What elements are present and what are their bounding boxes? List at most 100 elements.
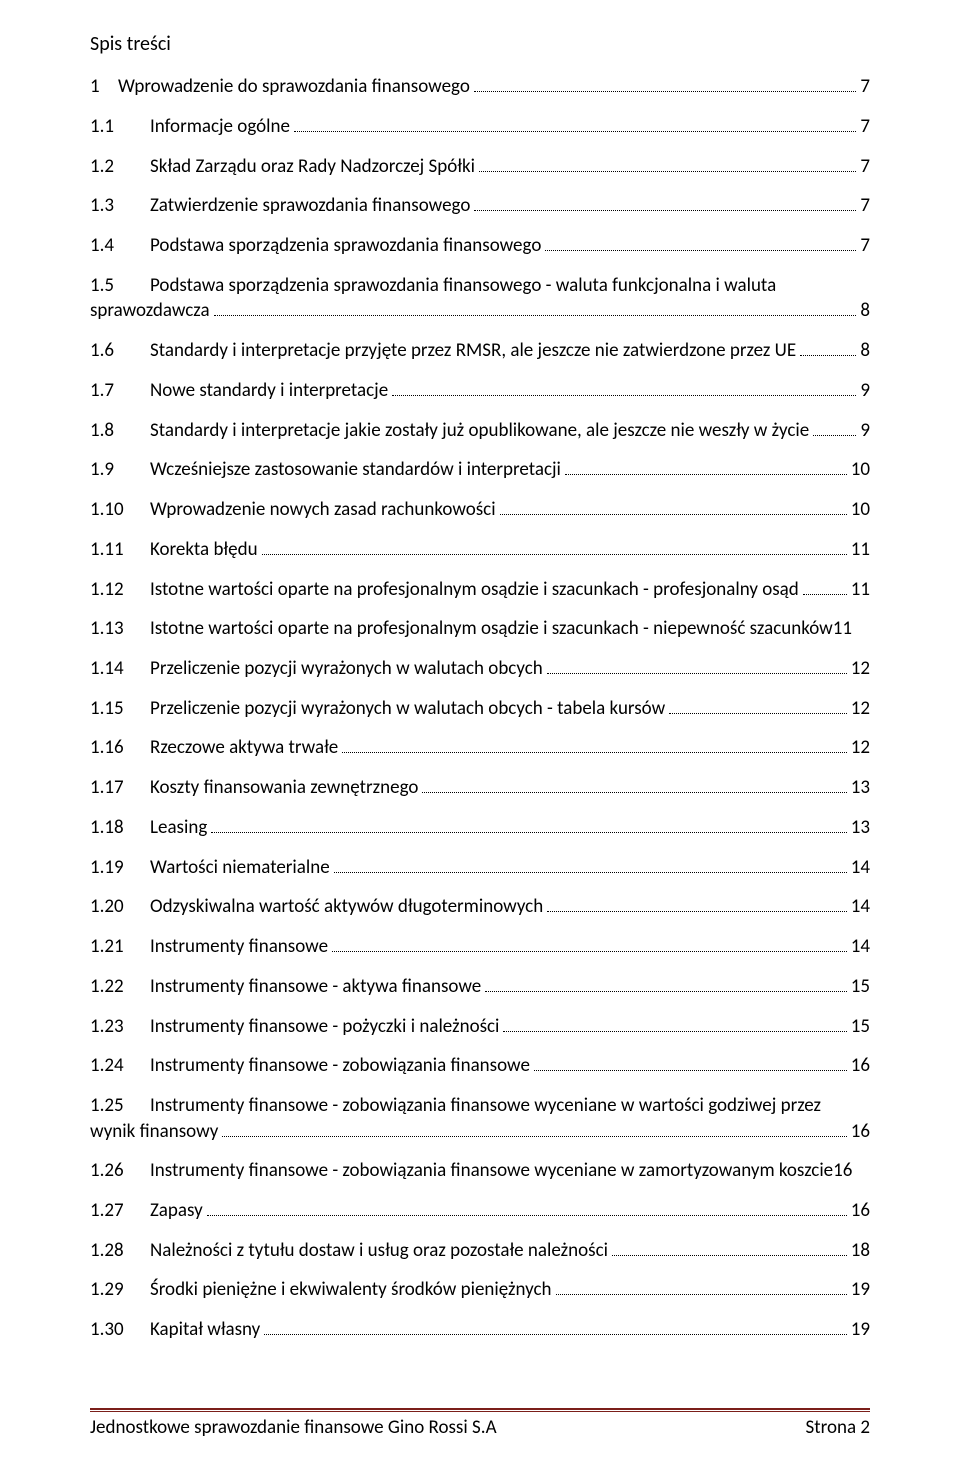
toc-row: 1.3Zatwierdzenie sprawozdania finansoweg… xyxy=(90,193,870,219)
toc-number: 1.22 xyxy=(90,974,150,1000)
toc-number: 1.17 xyxy=(90,775,150,801)
toc-number: 1.20 xyxy=(90,894,150,920)
toc-page: 18 xyxy=(851,1238,870,1264)
toc-number: 1.18 xyxy=(90,815,150,841)
toc-page: 13 xyxy=(851,815,870,841)
toc-row: 1.11Korekta błędu11 xyxy=(90,537,870,563)
page: Spis treści 1Wprowadzenie do sprawozdani… xyxy=(0,0,960,1483)
toc-text: Wcześniejsze zastosowanie standardów i i… xyxy=(150,457,561,483)
toc-number: 1.9 xyxy=(90,457,150,483)
toc-leader xyxy=(545,233,856,251)
toc-row: 1.23Instrumenty finansowe - pożyczki i n… xyxy=(90,1013,870,1039)
toc-list: 1Wprowadzenie do sprawozdania finansoweg… xyxy=(90,74,870,1343)
toc-row: 1.20Odzyskiwalna wartość aktywów długote… xyxy=(90,894,870,920)
toc-row: 1.7Nowe standardy i interpretacje9 xyxy=(90,378,870,404)
toc-text: Należności z tytułu dostaw i usług oraz … xyxy=(150,1238,608,1264)
toc-number: 1.2 xyxy=(90,154,150,180)
toc-number: 1.19 xyxy=(90,855,150,881)
toc-page: 16 xyxy=(851,1119,870,1145)
toc-leader xyxy=(392,378,856,396)
toc-row: 1.18Leasing13 xyxy=(90,815,870,841)
toc-text: Zatwierdzenie sprawozdania finansowego xyxy=(150,193,470,219)
toc-page: 9 xyxy=(860,418,870,444)
toc-leader xyxy=(294,114,856,132)
toc-leader xyxy=(262,537,847,555)
toc-text: Instrumenty finansowe - aktywa finansowe xyxy=(150,974,481,1000)
toc-row: 1.14Przeliczenie pozycji wyrażonych w wa… xyxy=(90,656,870,682)
toc-leader xyxy=(669,696,847,714)
toc-row: 1.24Instrumenty finansowe - zobowiązania… xyxy=(90,1053,870,1079)
toc-leader xyxy=(485,974,846,992)
toc-page: 13 xyxy=(851,775,870,801)
toc-page: 10 xyxy=(851,457,870,483)
toc-number: 1.12 xyxy=(90,577,150,603)
toc-row: 1.27Zapasy16 xyxy=(90,1198,870,1224)
toc-number: 1.1 xyxy=(90,114,150,140)
toc-number: 1.24 xyxy=(90,1053,150,1079)
toc-page: 8 xyxy=(860,298,870,324)
toc-page: 16 xyxy=(851,1053,870,1079)
toc-number: 1.4 xyxy=(90,233,150,259)
footer-rule xyxy=(90,1408,870,1412)
toc-leader xyxy=(547,656,847,674)
toc-text: Instrumenty finansowe - zobowiązania fin… xyxy=(150,1053,530,1079)
toc-text-cont: sprawozdawcza xyxy=(90,298,210,324)
toc-page: 11 xyxy=(851,537,870,563)
toc-row: 1.1Informacje ogólne7 xyxy=(90,114,870,140)
toc-number: 1.23 xyxy=(90,1014,150,1040)
toc-text: Wartości niematerialne xyxy=(150,855,330,881)
toc-row: 1.4Podstawa sporządzenia sprawozdania fi… xyxy=(90,233,870,259)
toc-text: Istotne wartości oparte na profesjonalny… xyxy=(150,577,799,603)
toc-text: Podstawa sporządzenia sprawozdania finan… xyxy=(150,233,541,259)
toc-row: 1.12Istotne wartości oparte na profesjon… xyxy=(90,576,870,602)
toc-number: 1.28 xyxy=(90,1238,150,1264)
toc-row: 1.15Przeliczenie pozycji wyrażonych w wa… xyxy=(90,696,870,722)
toc-page: 10 xyxy=(851,497,870,523)
toc-number: 1.26 xyxy=(90,1158,150,1184)
toc-page: 11 xyxy=(833,616,852,642)
toc-leader xyxy=(479,153,856,171)
toc-page: 15 xyxy=(851,1014,870,1040)
toc-page: 12 xyxy=(851,656,870,682)
toc-text: Standardy i interpretacje przyjęte przez… xyxy=(150,338,796,364)
toc-text: Rzeczowe aktywa trwałe xyxy=(150,735,338,761)
toc-leader xyxy=(565,457,847,475)
toc-row: 1.16Rzeczowe aktywa trwałe12 xyxy=(90,735,870,761)
toc-text-cont: wynik finansowy xyxy=(90,1119,218,1145)
toc-text: Instrumenty finansowe - pożyczki i należ… xyxy=(150,1014,499,1040)
toc-row: 1.28Należności z tytułu dostaw i usług o… xyxy=(90,1238,870,1264)
toc-leader xyxy=(214,298,857,316)
toc-text: Instrumenty finansowe xyxy=(150,934,328,960)
toc-leader xyxy=(422,775,846,793)
toc-page: 14 xyxy=(851,894,870,920)
toc-text: Nowe standardy i interpretacje xyxy=(150,378,388,404)
toc-text: Środki pieniężne i ekwiwalenty środków p… xyxy=(150,1277,552,1303)
toc-row: 1.29Środki pieniężne i ekwiwalenty środk… xyxy=(90,1277,870,1303)
toc-number: 1.25 xyxy=(90,1093,150,1119)
toc-number: 1.3 xyxy=(90,193,150,219)
toc-number: 1 xyxy=(90,74,118,100)
toc-text: Odzyskiwalna wartość aktywów długotermin… xyxy=(150,894,543,920)
toc-leader xyxy=(474,74,856,92)
toc-leader xyxy=(503,1013,846,1031)
toc-leader xyxy=(332,934,847,952)
toc-page: 9 xyxy=(860,378,870,404)
footer: Jednostkowe sprawozdanie finansowe Gino … xyxy=(90,1408,870,1439)
toc-row: 1.25Instrumenty finansowe - zobowiązania… xyxy=(90,1093,870,1119)
toc-row: 1.10Wprowadzenie nowych zasad rachunkowo… xyxy=(90,497,870,523)
toc-leader xyxy=(534,1053,847,1071)
toc-leader xyxy=(800,338,856,356)
toc-page: 19 xyxy=(851,1317,870,1343)
toc-number: 1.11 xyxy=(90,537,150,563)
toc-page: 8 xyxy=(860,338,870,364)
toc-text: Wprowadzenie nowych zasad rachunkowości xyxy=(150,497,496,523)
footer-right: Strona 2 xyxy=(806,1416,870,1439)
toc-row: 1.30Kapitał własny19 xyxy=(90,1317,870,1343)
toc-row: 1.26Instrumenty finansowe - zobowiązania… xyxy=(90,1158,870,1184)
toc-leader xyxy=(474,193,856,211)
toc-row: 1.13Istotne wartości oparte na profesjon… xyxy=(90,616,870,642)
footer-left: Jednostkowe sprawozdanie finansowe Gino … xyxy=(90,1416,497,1439)
toc-text: Informacje ogólne xyxy=(150,114,290,140)
toc-text: Skład Zarządu oraz Rady Nadzorczej Spółk… xyxy=(150,154,475,180)
toc-leader xyxy=(264,1317,846,1335)
